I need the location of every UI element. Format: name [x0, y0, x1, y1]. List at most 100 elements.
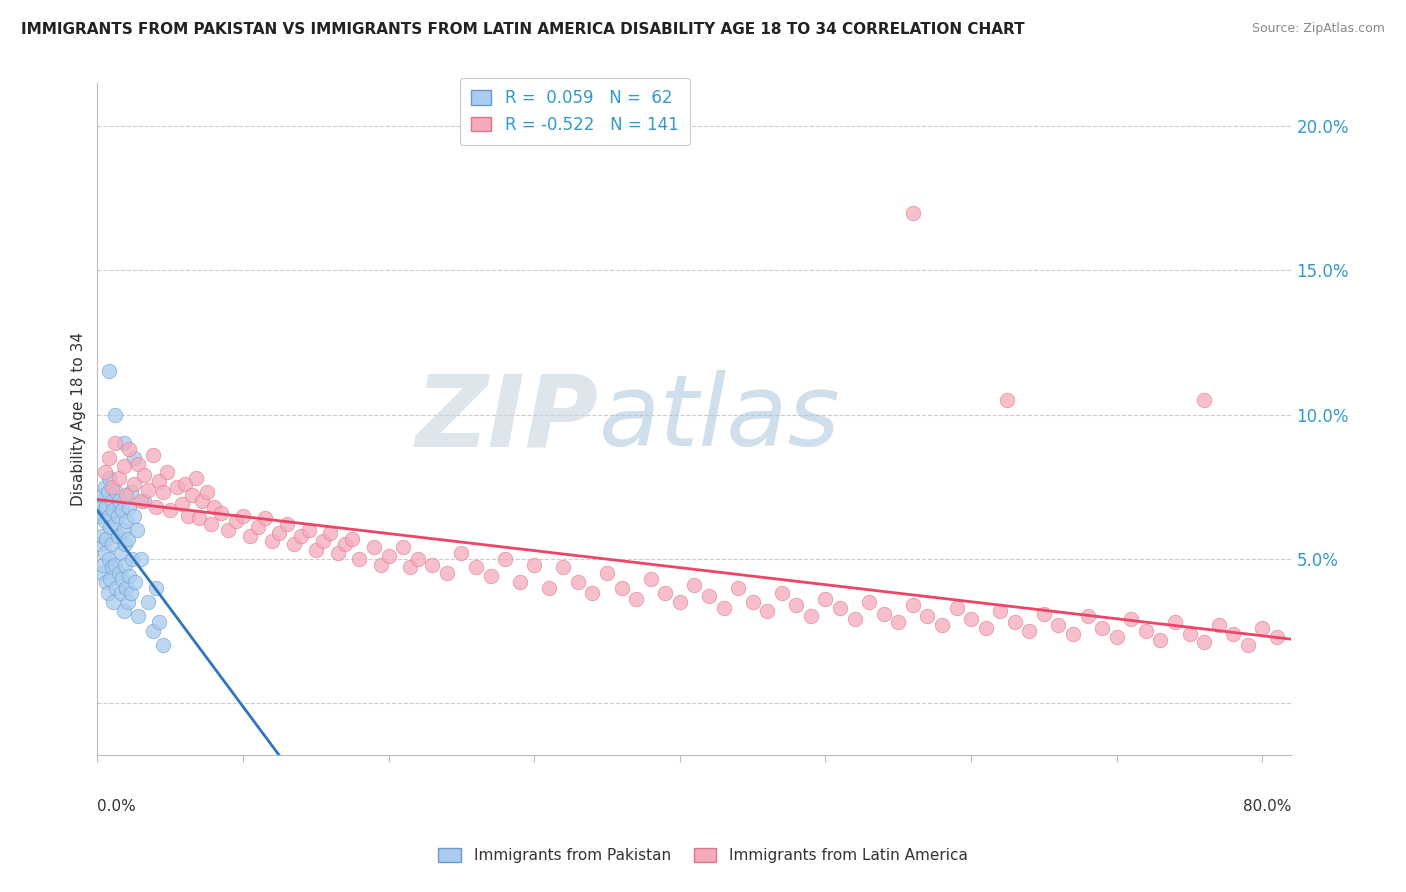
Point: [1192, 635, 1215, 649]
Point: [887, 615, 910, 630]
Point: [98, 508, 121, 523]
Point: [122, 450, 145, 465]
Point: [931, 618, 953, 632]
Point: [91, 558, 114, 572]
Y-axis label: Disability Age 18 to 34: Disability Age 18 to 34: [72, 332, 86, 506]
Point: [1208, 618, 1230, 632]
Point: [181, 488, 204, 502]
Point: [100, 520, 122, 534]
Point: [173, 476, 195, 491]
Point: [176, 508, 198, 523]
Point: [553, 560, 575, 574]
Point: [1135, 624, 1157, 638]
Point: [166, 480, 188, 494]
Point: [105, 485, 128, 500]
Text: 80.0%: 80.0%: [1243, 798, 1292, 814]
Point: [624, 592, 647, 607]
Point: [683, 578, 706, 592]
Point: [159, 502, 181, 516]
Point: [93, 546, 115, 560]
Point: [997, 393, 1019, 408]
Text: atlas: atlas: [599, 370, 841, 467]
Point: [1222, 627, 1244, 641]
Point: [108, 566, 131, 581]
Point: [110, 586, 132, 600]
Point: [756, 604, 779, 618]
Point: [800, 609, 823, 624]
Point: [1077, 609, 1099, 624]
Point: [112, 459, 135, 474]
Point: [108, 471, 131, 485]
Point: [1236, 638, 1258, 652]
Point: [94, 574, 117, 589]
Point: [326, 546, 349, 560]
Point: [297, 523, 319, 537]
Text: Source: ZipAtlas.com: Source: ZipAtlas.com: [1251, 22, 1385, 36]
Point: [1032, 607, 1054, 621]
Point: [104, 517, 127, 532]
Point: [156, 465, 179, 479]
Point: [186, 471, 208, 485]
Point: [225, 514, 247, 528]
Point: [132, 468, 155, 483]
Text: IMMIGRANTS FROM PAKISTAN VS IMMIGRANTS FROM LATIN AMERICA DISABILITY AGE 18 TO 3: IMMIGRANTS FROM PAKISTAN VS IMMIGRANTS F…: [21, 22, 1025, 37]
Point: [100, 572, 122, 586]
Point: [117, 595, 139, 609]
Point: [195, 485, 218, 500]
Point: [217, 523, 239, 537]
Point: [770, 586, 793, 600]
Point: [450, 546, 472, 560]
Point: [98, 450, 121, 465]
Point: [1192, 393, 1215, 408]
Point: [114, 558, 136, 572]
Point: [98, 551, 121, 566]
Point: [370, 558, 392, 572]
Point: [537, 581, 560, 595]
Point: [125, 523, 148, 537]
Point: [509, 574, 531, 589]
Text: 0.0%: 0.0%: [97, 798, 136, 814]
Point: [98, 364, 121, 378]
Point: [640, 572, 662, 586]
Point: [377, 549, 399, 563]
Point: [349, 551, 371, 566]
Point: [654, 586, 676, 600]
Point: [1062, 627, 1084, 641]
Point: [1251, 621, 1274, 635]
Point: [142, 448, 165, 462]
Point: [96, 485, 118, 500]
Point: [96, 586, 118, 600]
Point: [111, 572, 134, 586]
Point: [148, 615, 170, 630]
Point: [596, 566, 619, 581]
Point: [945, 600, 967, 615]
Point: [523, 558, 546, 572]
Point: [290, 529, 312, 543]
Point: [148, 474, 170, 488]
Point: [115, 488, 138, 502]
Point: [93, 480, 115, 494]
Point: [1018, 624, 1040, 638]
Point: [319, 525, 342, 540]
Point: [93, 514, 115, 528]
Legend: R =  0.059   N =  62, R = -0.522   N = 141: R = 0.059 N = 62, R = -0.522 N = 141: [460, 78, 690, 145]
Point: [90, 566, 112, 581]
Point: [142, 624, 165, 638]
Point: [392, 540, 415, 554]
Point: [120, 586, 142, 600]
Point: [114, 537, 136, 551]
Point: [118, 569, 141, 583]
Point: [399, 560, 422, 574]
Point: [901, 205, 924, 219]
Point: [115, 581, 138, 595]
Point: [363, 540, 385, 554]
Point: [108, 494, 131, 508]
Point: [420, 558, 443, 572]
Point: [253, 511, 276, 525]
Point: [200, 517, 222, 532]
Point: [118, 442, 141, 457]
Point: [101, 480, 124, 494]
Point: [112, 604, 135, 618]
Point: [1047, 618, 1070, 632]
Point: [104, 558, 127, 572]
